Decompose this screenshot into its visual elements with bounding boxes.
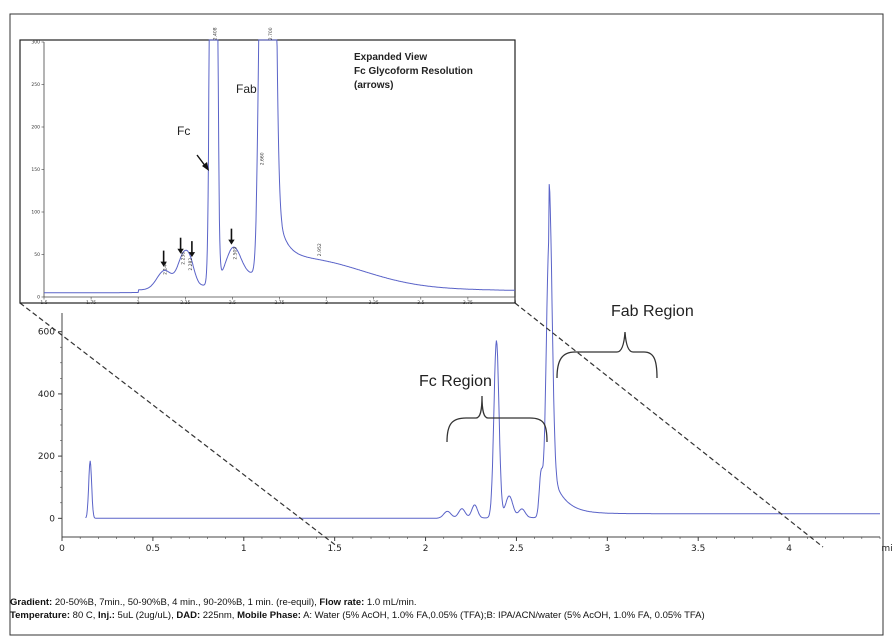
inset-x-tick-label: 4 — [514, 300, 517, 306]
mobile-phase-value: A: Water (5% AcOH, 1.0% FA,0.05% (TFA);B… — [300, 610, 705, 621]
inset-peak-label: 2.509 — [232, 247, 238, 260]
inset-y-tick-label: 150 — [31, 167, 40, 173]
inset-ticks: 1.5 1.75 2 2.25 2.5 2.75 3 3.25 3.5 3.75 4 0 50 100 15… — [31, 40, 516, 307]
inset-chromatogram: 1.5 1.75 2 2.25 2.5 2.75 3 3.25 3.5 3.75 4 0 50 100 15… — [19, 27, 517, 307]
main-y-tick-label: 200 — [38, 452, 55, 462]
inset-x-tick-label: 3 — [325, 300, 328, 306]
inset-x-tick-label: 3.25 — [369, 300, 379, 306]
fc-label: Fc — [177, 124, 190, 138]
inset-title-line-1: Expanded View — [354, 52, 427, 63]
inset-y-tick-label: 50 — [34, 252, 40, 258]
main-x-tick-label: 4 — [786, 544, 792, 554]
inset-title-line-3: (arrows) — [354, 80, 393, 91]
glycoform-arrows — [160, 228, 235, 267]
inset-title-line-2: Fc Glycoform Resolution — [354, 66, 473, 77]
inset-y-tick-label: 100 — [31, 210, 40, 216]
inset-peak-label: 2.660 — [260, 152, 266, 165]
main-x-tick-label: 0 — [59, 544, 65, 554]
inset-x-tick-label: 2.75 — [274, 300, 284, 306]
fc-pointer-arrow-head — [202, 162, 209, 171]
inset-y-tick-label: 300 — [31, 40, 40, 46]
main-trace — [85, 184, 880, 519]
inset-trace — [44, 39, 515, 294]
inset-peak-label: 2.282 — [188, 258, 194, 271]
flow-rate-label: Flow rate: — [319, 597, 365, 608]
fab-region-label: Fab Region — [611, 303, 694, 320]
inset-frame — [19, 39, 516, 304]
main-x-unit-label: mi — [881, 544, 892, 554]
caption-line-1: Gradient: 20-50%B, 7min., 50-90%B, 4 min… — [10, 596, 885, 609]
fc-region-label: Fc Region — [419, 373, 492, 390]
injection-label: Inj.: — [98, 610, 115, 621]
inset-y-tick-label: 250 — [31, 82, 40, 88]
inset-x-tick-label: 1.75 — [86, 300, 96, 306]
main-y-tick-label: 400 — [38, 390, 55, 400]
glycoform-arrow-head — [188, 252, 196, 258]
main-y-tick-label: 600 — [38, 328, 55, 338]
inset-peak-label: 2.238 — [180, 252, 186, 265]
glycoform-arrow-head — [177, 248, 184, 254]
main-x-tick-label: 3.5 — [691, 544, 705, 554]
main-x-tick-label: 2 — [423, 544, 429, 554]
main-x-tick-label: 2.5 — [509, 544, 523, 554]
main-x-tick-label: 1 — [241, 544, 247, 554]
fc-region-brace — [446, 395, 548, 443]
inset-peak-label: 2.952 — [317, 243, 323, 256]
inset-x-tick-label: 2.5 — [229, 300, 236, 306]
temperature-value: 80 C, — [70, 610, 99, 621]
inset-x-tick-label: 3.75 — [463, 300, 473, 306]
inset-x-tick-label: 3.5 — [417, 300, 424, 306]
main-x-tick-label: 1.5 — [328, 544, 342, 554]
method-caption: Gradient: 20-50%B, 7min., 50-90%B, 4 min… — [10, 596, 885, 622]
fab-region-annotation: Fab Region — [556, 303, 694, 379]
inset-x-tick-label: 2.25 — [180, 300, 190, 306]
gradient-label: Gradient: — [10, 597, 53, 608]
glycoform-arrow-head — [228, 239, 235, 245]
injection-value: 5uL (2ug/uL), — [114, 610, 177, 621]
main-axes — [61, 313, 880, 538]
fab-region-brace — [556, 331, 658, 379]
dad-label: DAD: — [176, 610, 201, 621]
fc-region-annotation: Fc Region — [419, 373, 548, 443]
dad-value: 225nm, — [200, 610, 238, 621]
fab-label: Fab — [236, 82, 257, 96]
main-y-tick-label: 0 — [49, 514, 55, 524]
inset-peak-label: 2.700 — [268, 27, 274, 40]
inset-x-tick-label: 1.5 — [40, 300, 47, 306]
caption-line-2: Temperature: 80 C, Inj.: 5uL (2ug/uL), D… — [10, 609, 885, 622]
main-x-tick-label: 3 — [604, 544, 610, 554]
inset-y-tick-label: 200 — [31, 125, 40, 131]
inset-peak-label: 2.408 — [213, 27, 219, 40]
temperature-label: Temperature: — [10, 610, 71, 621]
inset-x-tick-label: 2 — [137, 300, 140, 306]
inset-peak-labels: 2.144 2.238 2.282 2.408 2.509 2.660 2.700 2.952 — [163, 27, 323, 275]
inset-title: Expanded View Fc Glycoform Resolution (a… — [354, 52, 473, 91]
inset-peak-label: 2.144 — [163, 262, 169, 275]
mobile-phase-label: Mobile Phase: — [237, 610, 301, 621]
main-chromatogram: 0 0.5 1 1.5 2 2.5 3 3.5 4 mi 0 200 400 600 — [38, 184, 893, 554]
flow-rate-value: 1.0 mL/min. — [364, 597, 417, 608]
gradient-value: 20-50%B, 7min., 50-90%B, 4 min., 90-20%B… — [52, 597, 320, 608]
main-x-tick-label: 0.5 — [146, 544, 160, 554]
zoom-connector-left — [19, 302, 339, 548]
main-ticks: 0 0.5 1 1.5 2 2.5 3 3.5 4 mi 0 200 400 600 — [38, 328, 893, 554]
zoom-connector-right — [514, 302, 824, 548]
glycoform-arrow-head — [160, 261, 167, 267]
inset-y-tick-label: 0 — [37, 295, 40, 301]
figure-border — [9, 13, 884, 636]
